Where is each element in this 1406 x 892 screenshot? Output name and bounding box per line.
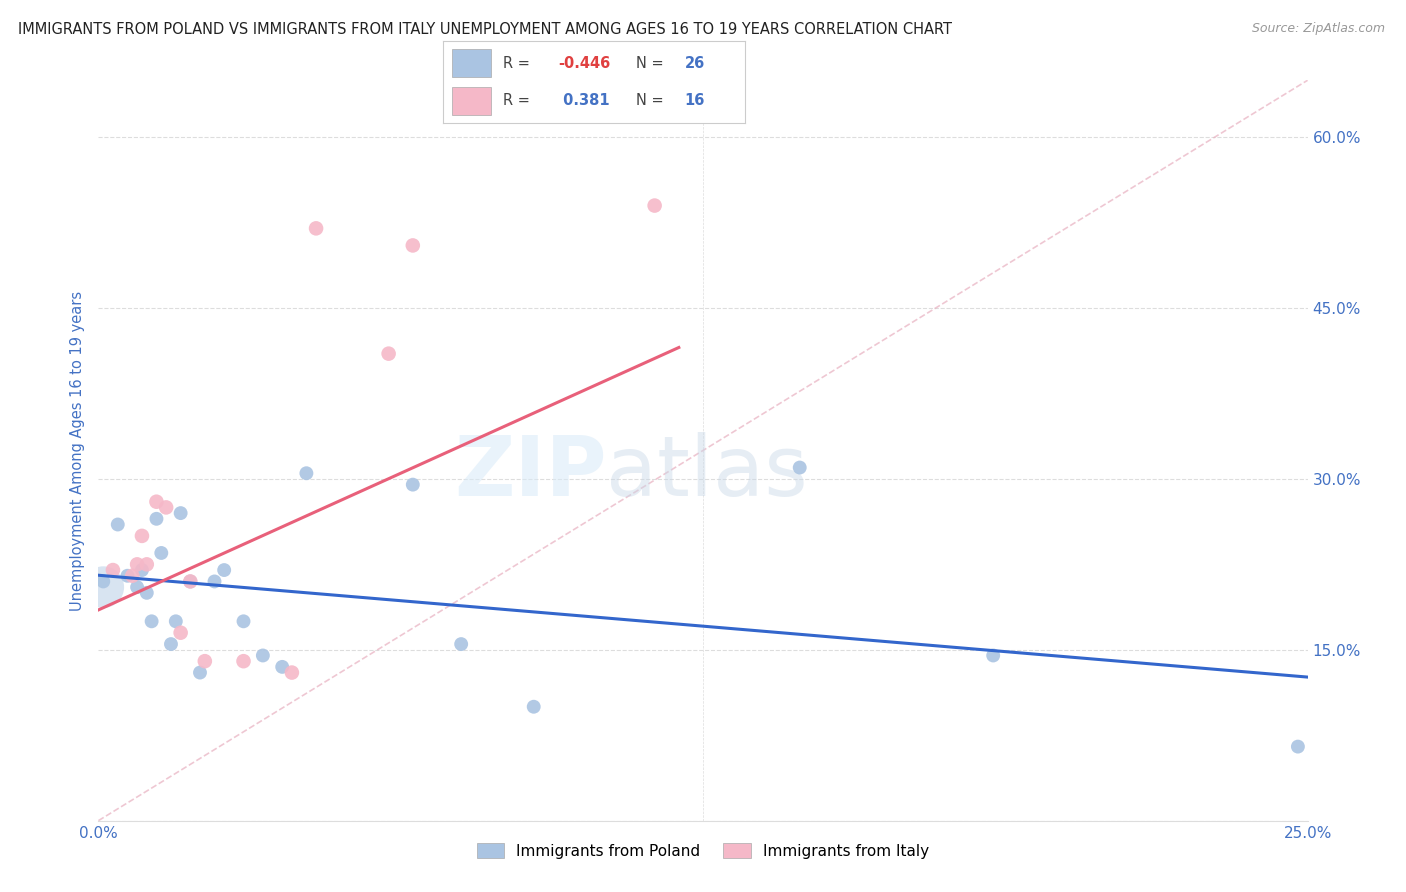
Text: 16: 16 [685,94,704,109]
Text: 0.381: 0.381 [558,94,609,109]
Text: N =: N = [637,55,669,70]
Point [121,568,143,582]
Point [295,467,318,481]
Text: N =: N = [637,94,669,109]
Text: atlas: atlas [606,432,808,513]
Text: R =: R = [503,55,534,70]
Point [91,580,114,594]
Point [127,558,149,572]
Point [232,654,254,668]
Point [402,477,425,491]
Point [101,563,124,577]
Point [232,615,254,629]
Point [179,574,201,589]
Point [141,615,163,629]
Text: Source: ZipAtlas.com: Source: ZipAtlas.com [1251,22,1385,36]
Point [789,460,811,475]
Text: R =: R = [503,94,534,109]
Point [135,586,157,600]
Point [981,648,1004,663]
Point [127,580,149,594]
Point [165,615,187,629]
Point [281,665,304,680]
Text: 26: 26 [685,55,704,70]
Y-axis label: Unemployment Among Ages 16 to 19 years: Unemployment Among Ages 16 to 19 years [70,291,86,610]
Point [131,529,153,543]
Point [523,699,546,714]
Point [194,654,217,668]
FancyBboxPatch shape [451,87,491,115]
Point [212,563,235,577]
Text: ZIP: ZIP [454,432,606,513]
Point [271,660,294,674]
Point [169,625,191,640]
Point [1286,739,1309,754]
Text: -0.446: -0.446 [558,55,610,70]
Point [135,558,157,572]
Point [169,506,191,520]
Point [644,198,666,212]
Point [402,238,425,252]
Point [131,563,153,577]
Point [150,546,173,560]
Point [91,574,114,589]
Point [377,346,399,360]
Point [117,568,139,582]
Point [204,574,226,589]
Point [107,517,129,532]
Point [145,512,167,526]
Legend: Immigrants from Poland, Immigrants from Italy: Immigrants from Poland, Immigrants from … [471,837,935,865]
Point [188,665,211,680]
FancyBboxPatch shape [451,49,491,77]
Point [179,574,201,589]
Point [155,500,177,515]
Point [450,637,472,651]
Point [145,494,167,508]
Point [160,637,183,651]
Text: IMMIGRANTS FROM POLAND VS IMMIGRANTS FROM ITALY UNEMPLOYMENT AMONG AGES 16 TO 19: IMMIGRANTS FROM POLAND VS IMMIGRANTS FRO… [18,22,952,37]
Point [305,221,328,235]
Point [252,648,274,663]
